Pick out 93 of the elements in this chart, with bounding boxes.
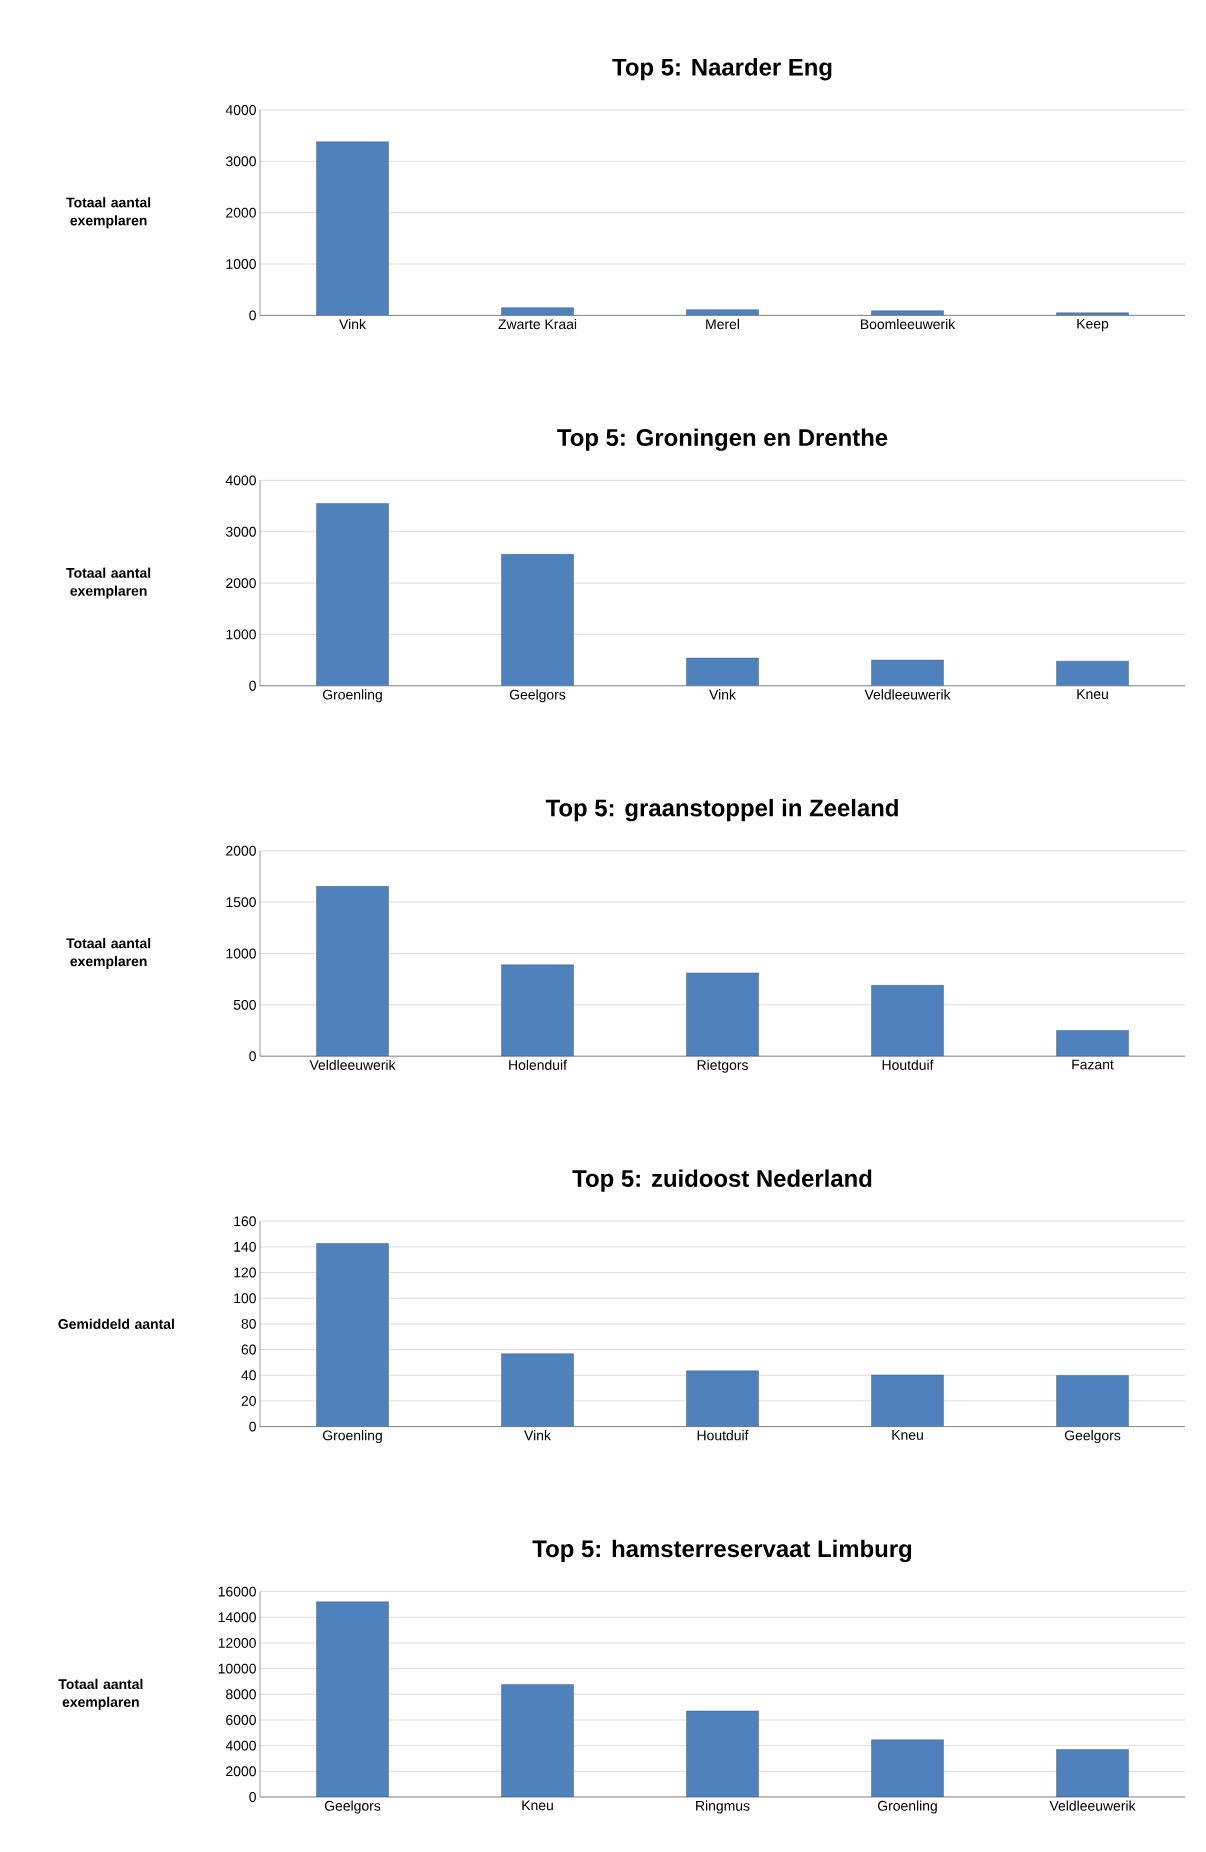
y-tick-label: 0 (249, 310, 256, 321)
y-tick-label: 2000 (226, 578, 256, 589)
bar (871, 659, 944, 686)
chart-title: Top 5: zuidoost Nederland (572, 1169, 872, 1192)
y-axis-title: Gemiddeld aantal (58, 1318, 174, 1330)
y-tick-label: 100 (234, 1293, 256, 1304)
chart-title: Top 5: hamsterreservaat Limburg (532, 1539, 912, 1563)
bar (871, 1739, 944, 1797)
y-tick-label: 120 (234, 1267, 256, 1278)
bar (1056, 1749, 1129, 1797)
y-tick-label: 14000 (218, 1612, 256, 1623)
bar (316, 886, 389, 1057)
bar (1056, 1030, 1129, 1057)
y-tick-label: 1000 (226, 259, 256, 269)
bar (686, 1710, 759, 1797)
y-tick-label: 1000 (226, 629, 256, 640)
y-tick-label: 60 (241, 1344, 256, 1355)
y-tick-label: 16000 (218, 1586, 256, 1597)
x-tick-label: Zwarte Kraai (498, 318, 577, 330)
x-tick-label: Groenling (322, 1430, 382, 1444)
x-tick-label: Holenduif (509, 1059, 567, 1070)
x-tick-label: Vink (524, 1430, 551, 1441)
y-tick-label: 140 (234, 1241, 256, 1252)
y-tick-label: 10000 (218, 1663, 256, 1674)
bar (316, 503, 389, 686)
bar (316, 1243, 389, 1427)
x-tick-label: Ringmus (696, 1800, 750, 1814)
y-axis-title: Totaal aantal exemplaren (66, 567, 151, 599)
bar (316, 1601, 389, 1797)
x-tick-label: Geelgors (324, 1800, 381, 1814)
y-tick-label: 40 (241, 1370, 256, 1381)
x-tick-label: Rietgors (697, 1059, 748, 1073)
y-tick-label: 12000 (218, 1637, 256, 1648)
y-tick-label: 80 (241, 1318, 256, 1329)
x-tick-label: Geelgors (509, 689, 566, 703)
bar (686, 309, 759, 316)
y-tick-label: 2000 (226, 1766, 256, 1777)
bar (1056, 312, 1129, 316)
y-axis-title: Totaal aantal exemplaren (58, 1678, 143, 1710)
chart-title: Top 5: graanstoppel in Zeeland (545, 798, 898, 822)
bar (501, 1353, 574, 1427)
x-tick-label: Boomleeuwerik (860, 318, 956, 330)
y-tick-label: 8000 (226, 1689, 256, 1700)
y-tick-label: 3000 (225, 526, 256, 537)
y-axis-title: Totaal aantal exemplaren (66, 938, 151, 969)
y-tick-label: 3000 (225, 156, 256, 167)
bar (501, 307, 574, 316)
x-tick-label: Veldleeuwerik (1049, 1800, 1136, 1811)
bar (316, 141, 389, 316)
x-tick-label: Vink (709, 689, 736, 700)
y-tick-label: 2000 (226, 207, 256, 218)
y-tick-label: 0 (249, 1421, 256, 1432)
x-tick-label: Houtduif (697, 1430, 749, 1441)
y-tick-label: 160 (234, 1216, 256, 1227)
y-tick-label: 0 (249, 1051, 256, 1062)
x-tick-label: Keep (1077, 318, 1109, 332)
y-tick-label: 4000 (225, 475, 256, 486)
x-tick-label: Veldleeuwerik (309, 1059, 396, 1070)
x-tick-label: Geelgors (1064, 1430, 1121, 1444)
y-tick-label: 0 (249, 680, 256, 691)
bar (686, 972, 759, 1057)
y-tick-label: 1000 (226, 948, 256, 959)
y-tick-label: 4000 (225, 1740, 256, 1751)
y-tick-label: 500 (233, 999, 256, 1010)
chart-title: Top 5: Naarder Eng (612, 58, 832, 81)
x-tick-label: Merel (706, 318, 740, 330)
x-tick-label: Veldleeuwerik (864, 689, 951, 700)
x-tick-label: Kneu (892, 1430, 923, 1440)
y-tick-label: 2000 (226, 845, 256, 856)
x-tick-label: Houtduif (882, 1059, 934, 1070)
bar (501, 554, 574, 686)
bar (871, 310, 944, 316)
x-tick-label: Kneu (522, 1800, 553, 1811)
x-tick-label: Groenling (322, 689, 382, 703)
y-tick-label: 20 (241, 1395, 256, 1406)
x-tick-label: Fazant (1072, 1059, 1114, 1070)
y-axis-title: Totaal aantal exemplaren (66, 197, 151, 229)
y-tick-label: 6000 (226, 1715, 256, 1725)
bar (871, 1374, 944, 1427)
y-tick-label: 0 (249, 1792, 256, 1802)
x-tick-label: Kneu (1077, 689, 1108, 700)
bar (871, 985, 944, 1057)
x-tick-label: Vink (339, 318, 366, 329)
bar (501, 1684, 574, 1797)
x-tick-label: Groenling (877, 1800, 937, 1814)
bar (1056, 1375, 1129, 1427)
y-tick-label: 4000 (225, 105, 256, 115)
bar (686, 657, 759, 686)
bar (686, 1370, 759, 1427)
bar (1056, 660, 1129, 686)
chart-title: Top 5: Groningen en Drenthe (557, 428, 888, 451)
y-tick-label: 1500 (226, 897, 256, 908)
bar (501, 964, 574, 1057)
